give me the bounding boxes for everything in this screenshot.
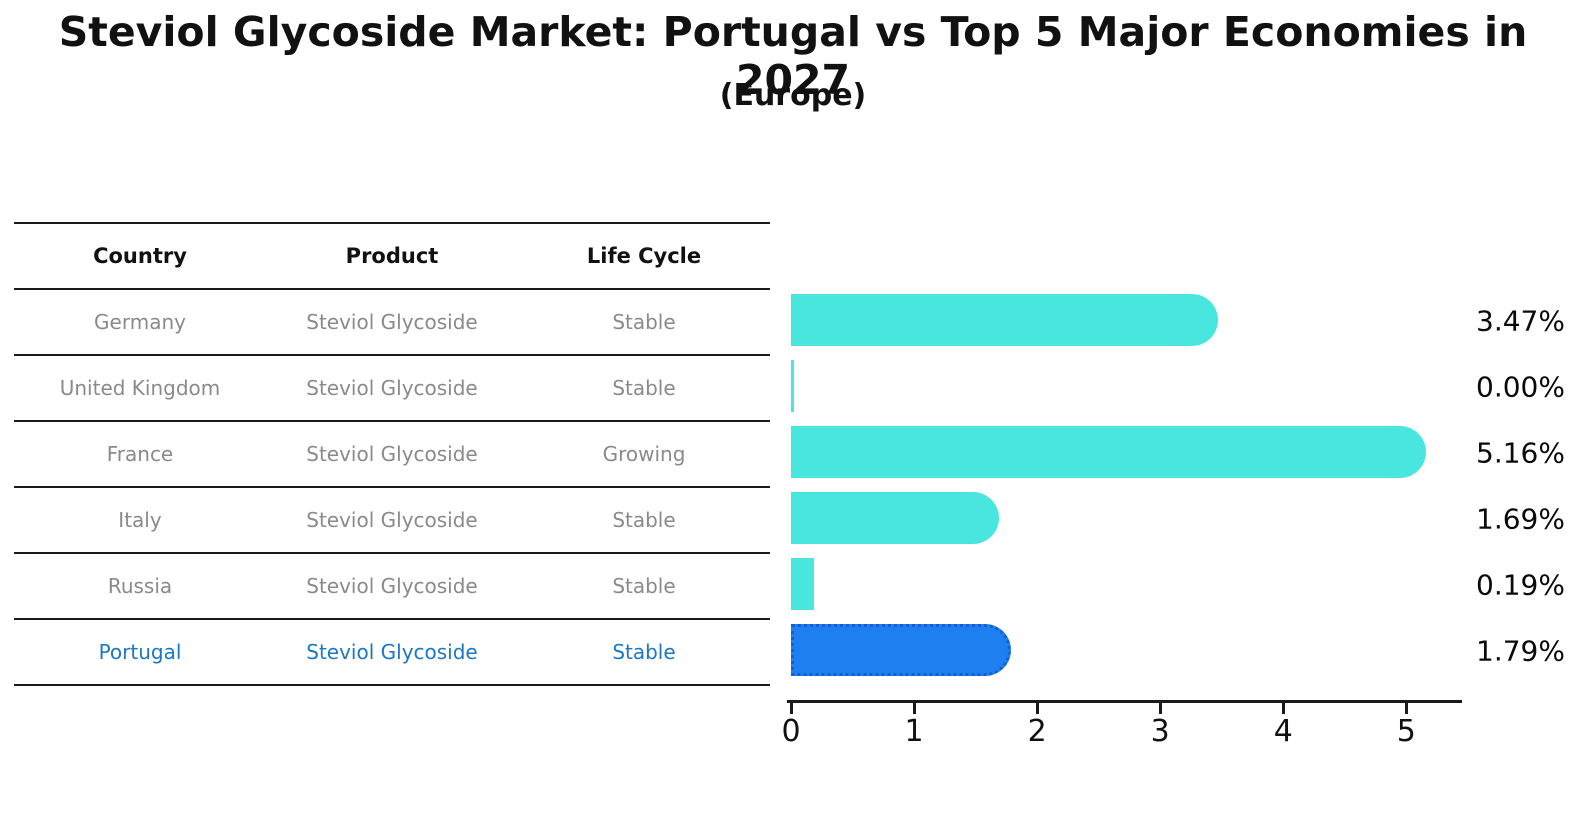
x-axis [787, 700, 1462, 703]
cell-product: Steviol Glycoside [306, 442, 478, 466]
bar-italy [791, 492, 999, 544]
x-tick [789, 703, 793, 714]
value-label-italy: 1.69% [1476, 502, 1565, 536]
x-tick-label: 0 [781, 714, 801, 749]
cell-country: France [106, 442, 174, 466]
cell-product: Steviol Glycoside [306, 574, 478, 598]
value-label-france: 5.16% [1476, 436, 1565, 470]
x-tick-label: 3 [1150, 714, 1170, 749]
cell-lifecycle: Growing [602, 442, 686, 466]
page-subtitle: (Europe) [719, 78, 867, 113]
cell-product: Steviol Glycoside [306, 640, 478, 664]
header-country: Country [93, 244, 187, 268]
x-tick [1158, 703, 1162, 714]
bar-germany [791, 294, 1219, 346]
value-label-portugal: 1.79% [1476, 634, 1565, 668]
page-title: Steviol Glycoside Market: Portugal vs To… [58, 8, 1528, 104]
cell-country: Portugal [98, 640, 182, 664]
header-product: Product [345, 244, 439, 268]
x-tick-label: 5 [1396, 714, 1416, 749]
x-tick [1035, 703, 1039, 714]
cell-country: Italy [118, 508, 162, 532]
bar-portugal [791, 624, 1012, 676]
bar-france [791, 426, 1426, 478]
value-label-united-kingdom: 0.00% [1476, 370, 1565, 404]
table-row: Russia Steviol Glycoside Stable [14, 554, 770, 620]
cell-lifecycle: Stable [612, 574, 676, 598]
x-tick-label: 4 [1273, 714, 1293, 749]
table-row: Italy Steviol Glycoside Stable [14, 488, 770, 554]
x-tick [912, 703, 916, 714]
table-row: United Kingdom Steviol Glycoside Stable [14, 356, 770, 422]
cell-product: Steviol Glycoside [306, 376, 478, 400]
table-row: France Steviol Glycoside Growing [14, 422, 770, 488]
x-tick-label: 2 [1027, 714, 1047, 749]
table-header-row: Country Product Life Cycle [14, 224, 770, 290]
header-lifecycle: Life Cycle [586, 244, 702, 268]
x-tick [1404, 703, 1408, 714]
cell-lifecycle: Stable [612, 640, 676, 664]
bar-united-kingdom [791, 360, 794, 412]
table-row: Portugal Steviol Glycoside Stable [14, 620, 770, 686]
cell-product: Steviol Glycoside [306, 310, 478, 334]
cell-product: Steviol Glycoside [306, 508, 478, 532]
cell-lifecycle: Stable [612, 508, 676, 532]
value-label-russia: 0.19% [1476, 568, 1565, 602]
x-tick [1281, 703, 1285, 714]
cell-lifecycle: Stable [612, 376, 676, 400]
x-tick-label: 1 [904, 714, 924, 749]
cell-country: Russia [107, 574, 173, 598]
market-table: Country Product Life Cycle Germany Stevi… [14, 222, 770, 686]
table-row: Germany Steviol Glycoside Stable [14, 290, 770, 356]
cell-country: Germany [94, 310, 186, 334]
cell-country: United Kingdom [59, 376, 221, 400]
value-label-germany: 3.47% [1476, 304, 1565, 338]
cell-lifecycle: Stable [612, 310, 676, 334]
bar-russia [791, 558, 815, 610]
